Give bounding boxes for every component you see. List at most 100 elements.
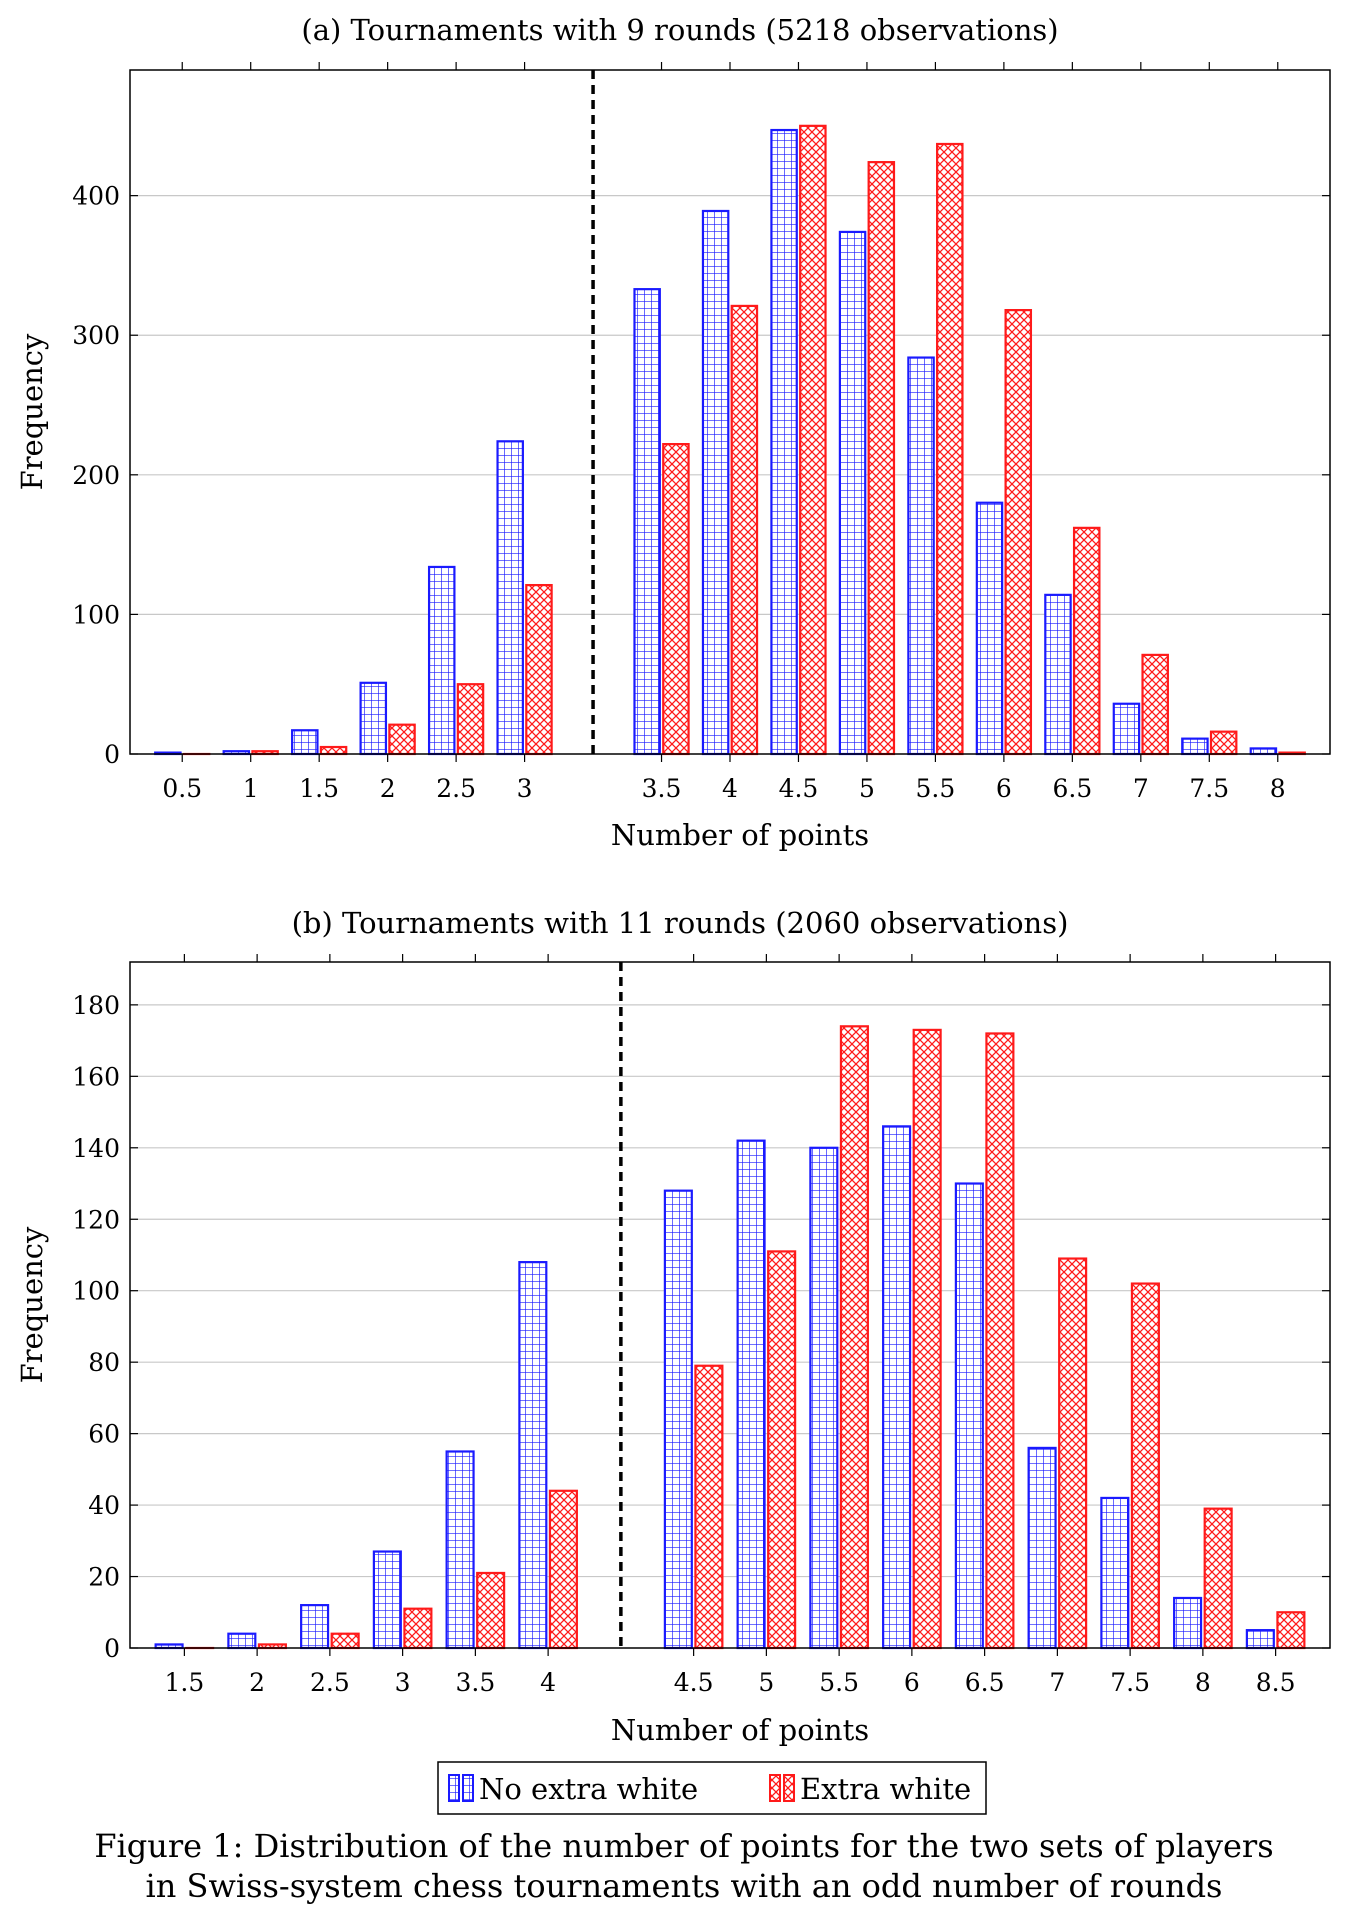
- legend-item-no-extra-white: No extra white: [449, 1772, 698, 1806]
- x-tick-label: 5.5: [916, 774, 956, 803]
- bar-extra-white: [768, 1251, 795, 1648]
- bar-no-extra-white: [1029, 1448, 1056, 1648]
- bar-no-extra-white: [1114, 704, 1139, 754]
- x-tick-label: 7: [1049, 1668, 1065, 1697]
- x-tick-label: 7.5: [1110, 1668, 1150, 1697]
- bar-extra-white: [1211, 732, 1236, 754]
- bar-extra-white: [1059, 1259, 1086, 1648]
- x-tick-label: 5.5: [819, 1668, 859, 1697]
- x-tick-label: 7.5: [1189, 774, 1229, 803]
- x-tick-label: 0.5: [162, 774, 202, 803]
- bar-no-extra-white: [447, 1451, 474, 1648]
- bar-no-extra-white: [228, 1634, 255, 1648]
- x-tick-label: 6: [904, 1668, 920, 1697]
- bar-extra-white: [1277, 1612, 1304, 1648]
- y-tick-label: 160: [72, 1062, 120, 1091]
- bar-extra-white: [1143, 655, 1168, 754]
- bar-no-extra-white: [771, 130, 796, 754]
- bar-no-extra-white: [977, 503, 1002, 754]
- y-axis-label: Frequency: [15, 333, 49, 490]
- bar-extra-white: [404, 1609, 431, 1648]
- x-tick-label: 2.5: [310, 1668, 350, 1697]
- bar-extra-white: [800, 126, 825, 754]
- bar-no-extra-white: [1101, 1498, 1128, 1648]
- bar-no-extra-white: [1174, 1598, 1201, 1648]
- x-tick-label: 5: [859, 774, 875, 803]
- figure-caption-line-1: Figure 1: Distribution of the number of …: [0, 1826, 1368, 1866]
- x-tick-label: 2: [380, 774, 396, 803]
- bar-extra-white: [1074, 528, 1099, 754]
- legend-swatch-extra-white: [784, 1775, 794, 1801]
- legend-label-extra-white: Extra white: [800, 1772, 971, 1806]
- bar-no-extra-white: [301, 1605, 328, 1648]
- bar-no-extra-white: [361, 683, 386, 754]
- y-tick-label: 40: [88, 1491, 120, 1520]
- x-tick-label: 3: [517, 774, 533, 803]
- bar-no-extra-white: [374, 1552, 401, 1648]
- x-tick-label: 4.5: [779, 774, 819, 803]
- bar-no-extra-white: [703, 211, 728, 754]
- bar-extra-white: [841, 1026, 868, 1648]
- bar-extra-white: [869, 162, 894, 754]
- y-tick-label: 100: [72, 600, 120, 629]
- y-tick-label: 120: [72, 1205, 120, 1234]
- y-tick-label: 80: [88, 1348, 120, 1377]
- bar-no-extra-white: [292, 730, 317, 754]
- chart-title: (b) Tournaments with 11 rounds (2060 obs…: [292, 906, 1069, 940]
- y-tick-label: 140: [72, 1134, 120, 1163]
- x-axis-label: Number of points: [611, 1713, 869, 1747]
- bar-no-extra-white: [956, 1184, 983, 1648]
- x-tick-label: 3: [395, 1668, 411, 1697]
- bar-no-extra-white: [1182, 739, 1207, 754]
- legend-swatch-no-extra-white: [463, 1775, 473, 1801]
- x-tick-label: 3.5: [455, 1668, 495, 1697]
- y-tick-label: 20: [88, 1563, 120, 1592]
- y-axis-label: Frequency: [15, 1226, 49, 1383]
- x-tick-label: 3.5: [642, 774, 682, 803]
- bar-extra-white: [1205, 1509, 1232, 1648]
- x-tick-label: 1: [243, 774, 259, 803]
- figure-caption-line-2: in Swiss-system chess tournaments with a…: [0, 1866, 1368, 1906]
- legend-label-no-extra-white: No extra white: [479, 1772, 698, 1806]
- bar-extra-white: [986, 1033, 1013, 1648]
- bar-extra-white: [550, 1491, 577, 1648]
- bar-no-extra-white: [519, 1262, 546, 1648]
- bar-no-extra-white: [665, 1191, 692, 1648]
- y-tick-label: 100: [72, 1277, 120, 1306]
- bar-extra-white: [663, 444, 688, 754]
- bar-extra-white: [1132, 1284, 1159, 1648]
- bar-extra-white: [458, 684, 483, 754]
- bar-no-extra-white: [840, 232, 865, 754]
- bar-extra-white: [477, 1573, 504, 1648]
- bar-no-extra-white: [1045, 595, 1070, 754]
- legend-item-extra-white: Extra white: [770, 1772, 971, 1806]
- bar-extra-white: [1006, 310, 1031, 754]
- bar-no-extra-white: [429, 567, 454, 754]
- legend-swatch-extra-white: [770, 1775, 780, 1801]
- x-tick-label: 1.5: [164, 1668, 204, 1697]
- y-tick-label: 180: [72, 991, 120, 1020]
- x-axis-label: Number of points: [611, 818, 869, 852]
- x-tick-label: 7: [1133, 774, 1149, 803]
- bar-no-extra-white: [634, 289, 659, 754]
- bar-extra-white: [732, 306, 757, 754]
- x-tick-label: 6.5: [965, 1668, 1005, 1697]
- x-tick-label: 4: [722, 774, 738, 803]
- bar-no-extra-white: [883, 1126, 910, 1648]
- x-tick-label: 2: [249, 1668, 265, 1697]
- x-tick-label: 8.5: [1256, 1668, 1296, 1697]
- bar-no-extra-white: [498, 441, 523, 754]
- chart-title: (a) Tournaments with 9 rounds (5218 obse…: [301, 13, 1058, 47]
- bar-no-extra-white: [738, 1141, 765, 1648]
- x-tick-label: 5: [758, 1668, 774, 1697]
- legend-swatch-no-extra-white: [449, 1775, 459, 1801]
- bar-extra-white: [937, 144, 962, 754]
- x-tick-label: 8: [1195, 1668, 1211, 1697]
- legend: No extra white Extra white: [438, 1762, 986, 1814]
- y-tick-label: 400: [72, 182, 120, 211]
- bar-extra-white: [914, 1030, 941, 1648]
- bar-extra-white: [526, 585, 551, 754]
- y-tick-label: 0: [104, 1634, 120, 1663]
